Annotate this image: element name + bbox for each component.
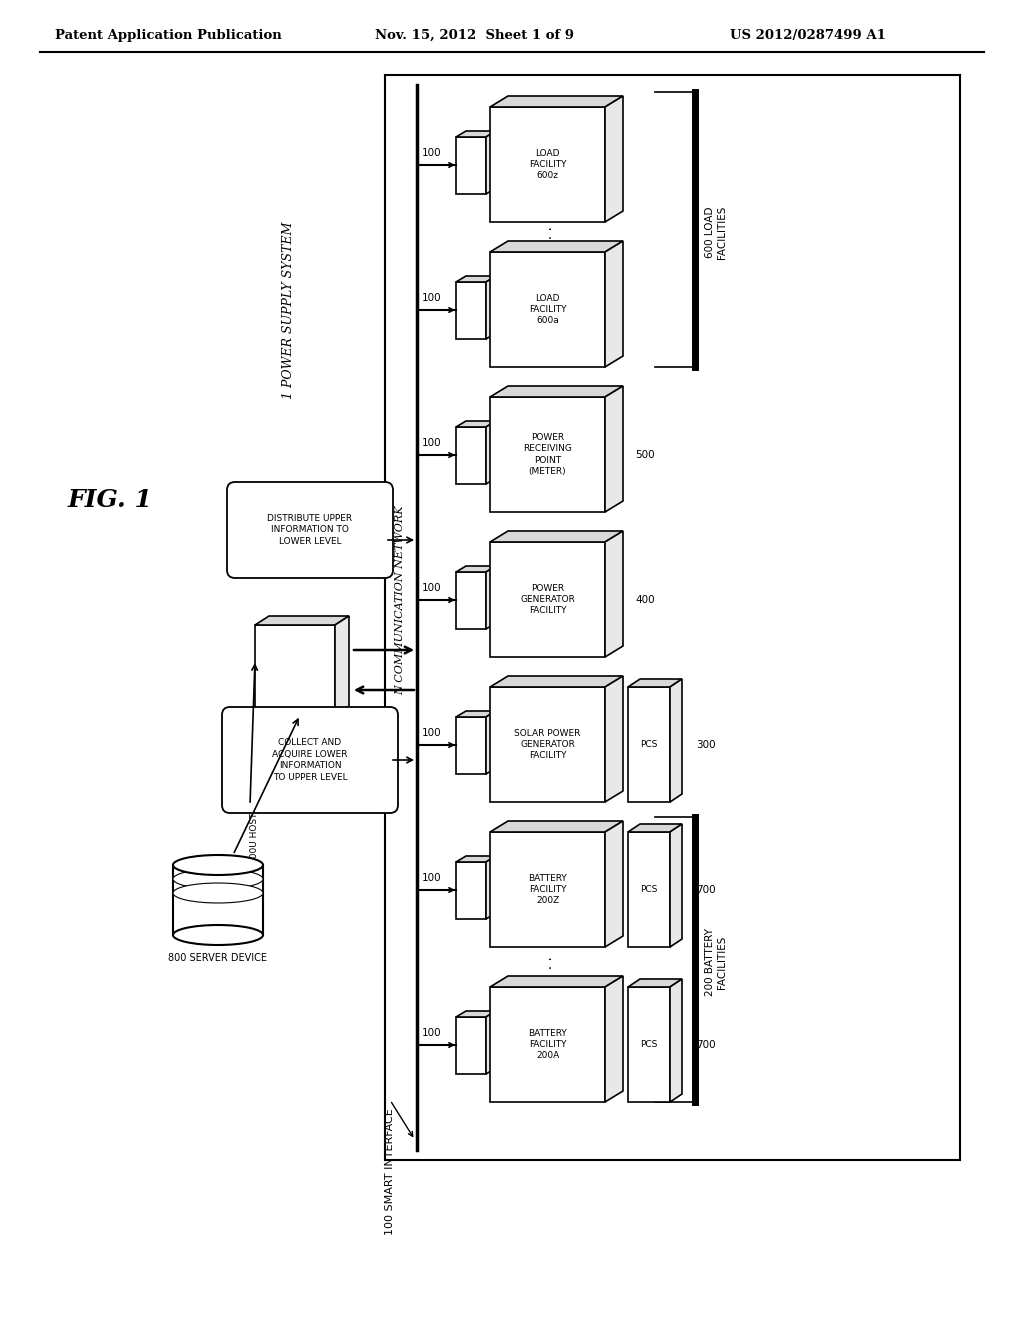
Text: . . .: . . . xyxy=(541,227,555,248)
Polygon shape xyxy=(605,385,623,512)
Polygon shape xyxy=(486,855,496,919)
Polygon shape xyxy=(605,821,623,946)
Polygon shape xyxy=(490,252,605,367)
Polygon shape xyxy=(628,686,670,803)
Polygon shape xyxy=(486,566,496,630)
Text: 400: 400 xyxy=(635,595,654,605)
Polygon shape xyxy=(456,711,496,717)
Text: 200 BATTERY
FACILITIES: 200 BATTERY FACILITIES xyxy=(705,928,727,997)
Polygon shape xyxy=(490,107,605,222)
Text: POWER
RECEIVING
POINT
(METER): POWER RECEIVING POINT (METER) xyxy=(523,433,572,475)
Polygon shape xyxy=(490,531,623,543)
Text: BATTERY
FACILITY
200A: BATTERY FACILITY 200A xyxy=(528,1028,567,1060)
Ellipse shape xyxy=(173,855,263,875)
Polygon shape xyxy=(628,979,682,987)
Polygon shape xyxy=(628,824,682,832)
Polygon shape xyxy=(456,572,486,630)
Polygon shape xyxy=(490,397,605,512)
Polygon shape xyxy=(605,676,623,803)
Text: 300: 300 xyxy=(696,741,716,750)
Bar xyxy=(173,865,263,935)
Polygon shape xyxy=(490,543,605,657)
Text: Patent Application Publication: Patent Application Publication xyxy=(55,29,282,41)
Text: 500: 500 xyxy=(635,450,654,459)
Text: BATTERY
FACILITY
200Z: BATTERY FACILITY 200Z xyxy=(528,874,567,906)
Text: 100U HOST SMART INTERFACE: 100U HOST SMART INTERFACE xyxy=(250,727,259,863)
Text: 100: 100 xyxy=(422,1028,441,1038)
Polygon shape xyxy=(605,531,623,657)
Polygon shape xyxy=(605,96,623,222)
Polygon shape xyxy=(605,242,623,367)
Polygon shape xyxy=(670,678,682,803)
Text: POWER
GENERATOR
FACILITY: POWER GENERATOR FACILITY xyxy=(520,583,574,615)
Polygon shape xyxy=(456,1016,486,1074)
Text: US 2012/0287499 A1: US 2012/0287499 A1 xyxy=(730,29,886,41)
Polygon shape xyxy=(456,855,496,862)
Polygon shape xyxy=(486,1011,496,1074)
Ellipse shape xyxy=(173,869,263,888)
Text: 100: 100 xyxy=(422,293,441,304)
Polygon shape xyxy=(486,711,496,774)
Text: . . .: . . . xyxy=(541,957,555,978)
Text: LOAD
FACILITY
600z: LOAD FACILITY 600z xyxy=(528,149,566,180)
Text: 100: 100 xyxy=(422,438,441,447)
Polygon shape xyxy=(335,616,349,715)
FancyBboxPatch shape xyxy=(227,482,393,578)
Text: 100: 100 xyxy=(422,148,441,158)
Polygon shape xyxy=(490,987,605,1102)
Text: SOLAR POWER
GENERATOR
FACILITY: SOLAR POWER GENERATOR FACILITY xyxy=(514,729,581,760)
Polygon shape xyxy=(490,832,605,946)
Text: 700: 700 xyxy=(696,1040,716,1049)
Text: COLLECT AND
ACQUIRE LOWER
INFORMATION
TO UPPER LEVEL: COLLECT AND ACQUIRE LOWER INFORMATION TO… xyxy=(272,738,348,783)
Polygon shape xyxy=(670,979,682,1102)
Polygon shape xyxy=(490,821,623,832)
Text: 100: 100 xyxy=(422,583,441,593)
Text: N COMMUNICATION NETWORK: N COMMUNICATION NETWORK xyxy=(395,506,406,694)
Polygon shape xyxy=(456,421,496,426)
Text: PCS: PCS xyxy=(640,1040,657,1049)
Text: PCS: PCS xyxy=(640,884,657,894)
Polygon shape xyxy=(628,832,670,946)
Polygon shape xyxy=(456,282,486,339)
Ellipse shape xyxy=(173,883,263,903)
Polygon shape xyxy=(456,862,486,919)
Text: 100 SMART INTERFACE: 100 SMART INTERFACE xyxy=(385,1109,395,1236)
Polygon shape xyxy=(605,975,623,1102)
FancyBboxPatch shape xyxy=(222,708,398,813)
Ellipse shape xyxy=(173,925,263,945)
Polygon shape xyxy=(670,824,682,946)
Text: 1 POWER SUPPLY SYSTEM: 1 POWER SUPPLY SYSTEM xyxy=(282,222,295,399)
Text: FIG. 1: FIG. 1 xyxy=(68,488,153,512)
Polygon shape xyxy=(490,96,623,107)
Polygon shape xyxy=(456,566,496,572)
Polygon shape xyxy=(490,242,623,252)
Text: 100: 100 xyxy=(422,873,441,883)
Polygon shape xyxy=(486,421,496,484)
Polygon shape xyxy=(486,131,496,194)
Polygon shape xyxy=(456,276,496,282)
Polygon shape xyxy=(486,276,496,339)
Text: 600 LOAD
FACILITIES: 600 LOAD FACILITIES xyxy=(705,206,727,259)
Text: 700: 700 xyxy=(696,884,716,895)
Text: PCS: PCS xyxy=(640,741,657,748)
Polygon shape xyxy=(628,987,670,1102)
Text: Nov. 15, 2012  Sheet 1 of 9: Nov. 15, 2012 Sheet 1 of 9 xyxy=(375,29,574,41)
Polygon shape xyxy=(456,717,486,774)
Text: 800 SERVER DEVICE: 800 SERVER DEVICE xyxy=(169,953,267,964)
Polygon shape xyxy=(456,426,486,484)
Text: DISTRIBUTE UPPER
INFORMATION TO
LOWER LEVEL: DISTRIBUTE UPPER INFORMATION TO LOWER LE… xyxy=(267,513,352,546)
Polygon shape xyxy=(456,1011,496,1016)
Polygon shape xyxy=(490,686,605,803)
Polygon shape xyxy=(456,131,496,137)
Text: 100: 100 xyxy=(422,729,441,738)
Polygon shape xyxy=(628,678,682,686)
Polygon shape xyxy=(255,624,335,715)
Polygon shape xyxy=(255,616,349,624)
Text: LOAD
FACILITY
600a: LOAD FACILITY 600a xyxy=(528,294,566,325)
Polygon shape xyxy=(490,676,623,686)
Polygon shape xyxy=(490,975,623,987)
Polygon shape xyxy=(490,385,623,397)
Polygon shape xyxy=(456,137,486,194)
